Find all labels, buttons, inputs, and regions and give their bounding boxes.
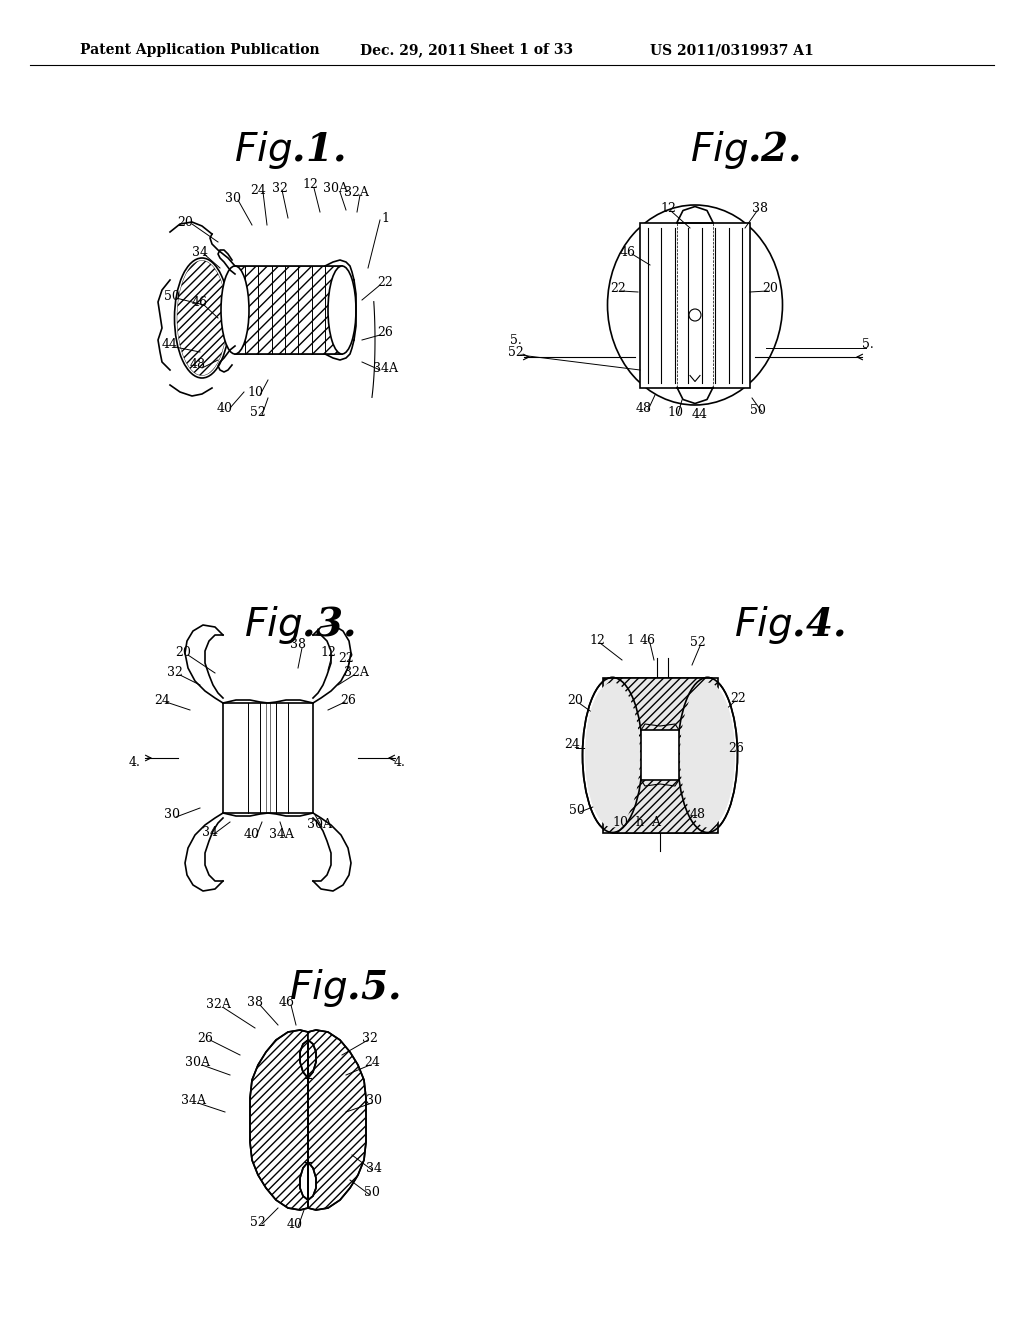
- Text: 22: 22: [730, 692, 745, 705]
- Text: 20: 20: [762, 281, 778, 294]
- Text: 20: 20: [175, 645, 190, 659]
- Text: 34: 34: [202, 825, 218, 838]
- Text: 30A: 30A: [307, 818, 333, 832]
- Text: 26: 26: [340, 693, 356, 706]
- Text: 32: 32: [362, 1031, 378, 1044]
- Text: Sheet 1 of 33: Sheet 1 of 33: [470, 44, 573, 57]
- Text: 22: 22: [377, 276, 393, 289]
- Ellipse shape: [678, 677, 737, 833]
- Polygon shape: [250, 1030, 308, 1210]
- Text: h: h: [636, 816, 644, 829]
- Ellipse shape: [680, 682, 735, 828]
- Text: 32: 32: [167, 665, 183, 678]
- Text: 34: 34: [193, 246, 208, 259]
- Ellipse shape: [328, 267, 356, 354]
- Text: 5.: 5.: [510, 334, 522, 346]
- Text: 32: 32: [272, 181, 288, 194]
- Polygon shape: [308, 1030, 366, 1210]
- Text: 46: 46: [640, 634, 656, 647]
- Text: $\mathit{Fig}$.5.: $\mathit{Fig}$.5.: [290, 968, 400, 1008]
- Text: 46: 46: [193, 296, 208, 309]
- Text: 1: 1: [626, 634, 634, 647]
- Ellipse shape: [177, 260, 227, 375]
- Bar: [640, 223, 750, 388]
- Text: 52: 52: [508, 346, 524, 359]
- Text: 20: 20: [177, 215, 193, 228]
- Text: 50: 50: [750, 404, 766, 417]
- Bar: [602, 677, 718, 833]
- Text: $\mathit{Fig}$.3.: $\mathit{Fig}$.3.: [245, 605, 355, 645]
- Text: 12: 12: [589, 634, 605, 647]
- Text: 46: 46: [279, 995, 295, 1008]
- Text: 24: 24: [250, 183, 266, 197]
- Text: 52: 52: [250, 1216, 266, 1229]
- Ellipse shape: [221, 267, 249, 354]
- Text: 52: 52: [250, 407, 266, 420]
- Text: 38: 38: [290, 639, 306, 652]
- Text: 48: 48: [636, 401, 652, 414]
- Text: 38: 38: [247, 995, 263, 1008]
- Text: 44: 44: [162, 338, 178, 351]
- Text: 12: 12: [321, 645, 336, 659]
- Text: 44: 44: [692, 408, 708, 421]
- Text: Dec. 29, 2011: Dec. 29, 2011: [360, 44, 467, 57]
- Text: 52: 52: [690, 636, 706, 649]
- Text: 50: 50: [569, 804, 585, 817]
- Text: 30: 30: [225, 191, 241, 205]
- Text: 38: 38: [752, 202, 768, 214]
- Text: $\mathit{Fig}$.2.: $\mathit{Fig}$.2.: [690, 129, 800, 172]
- Text: 12: 12: [302, 178, 317, 191]
- Polygon shape: [234, 267, 342, 354]
- Ellipse shape: [174, 257, 229, 378]
- Text: 40: 40: [217, 401, 233, 414]
- Text: 22: 22: [610, 281, 626, 294]
- Text: 34A: 34A: [269, 829, 295, 842]
- Text: 40: 40: [244, 829, 260, 842]
- Text: 32A: 32A: [344, 186, 369, 198]
- Text: 30: 30: [366, 1093, 382, 1106]
- Text: 46: 46: [620, 246, 636, 259]
- Text: 1: 1: [381, 211, 389, 224]
- Text: 5.: 5.: [862, 338, 873, 351]
- Text: 12: 12: [660, 202, 676, 214]
- Text: 4.: 4.: [129, 756, 141, 770]
- Text: 10: 10: [667, 405, 683, 418]
- Text: 30A: 30A: [324, 181, 348, 194]
- Text: 34A: 34A: [373, 362, 397, 375]
- Text: 26: 26: [197, 1031, 213, 1044]
- Text: 50: 50: [164, 289, 180, 302]
- Text: 32A: 32A: [344, 665, 369, 678]
- Text: 24: 24: [365, 1056, 380, 1068]
- Text: 48: 48: [190, 359, 206, 371]
- Text: 26: 26: [377, 326, 393, 338]
- Text: 32A: 32A: [206, 998, 230, 1011]
- Text: 22: 22: [338, 652, 354, 664]
- Text: 24: 24: [564, 738, 580, 751]
- Ellipse shape: [585, 682, 640, 828]
- Text: 40: 40: [287, 1218, 303, 1232]
- Text: Patent Application Publication: Patent Application Publication: [80, 44, 319, 57]
- Ellipse shape: [607, 205, 782, 405]
- Text: 50: 50: [365, 1185, 380, 1199]
- Ellipse shape: [583, 677, 642, 833]
- Text: 20: 20: [567, 693, 583, 706]
- Text: 30: 30: [164, 808, 180, 821]
- Text: US 2011/0319937 A1: US 2011/0319937 A1: [650, 44, 814, 57]
- Text: 48: 48: [690, 808, 706, 821]
- Text: 10: 10: [247, 387, 263, 400]
- Text: 34: 34: [366, 1162, 382, 1175]
- Text: 4.: 4.: [394, 756, 406, 770]
- Bar: [641, 730, 679, 780]
- Text: A: A: [651, 816, 660, 829]
- Text: 10: 10: [612, 816, 628, 829]
- Text: $\mathit{Fig}$.1.: $\mathit{Fig}$.1.: [234, 129, 345, 172]
- Text: $\mathit{Fig}$.4.: $\mathit{Fig}$.4.: [734, 605, 846, 645]
- Text: 26: 26: [728, 742, 744, 755]
- Text: 34A: 34A: [181, 1093, 207, 1106]
- Text: 24: 24: [154, 693, 170, 706]
- Text: 30A: 30A: [185, 1056, 211, 1068]
